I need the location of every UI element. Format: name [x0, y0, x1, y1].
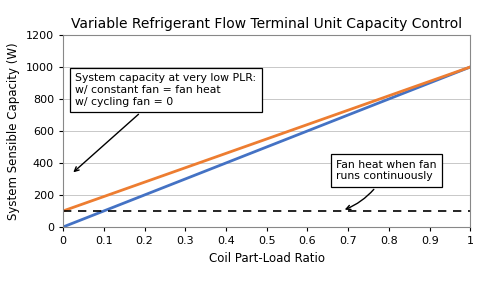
Legend: Cycling Fan Mode, Constant Fan Mode: Cycling Fan Mode, Constant Fan Mode: [106, 287, 426, 291]
Text: System capacity at very low PLR:
w/ constant fan = fan heat
w/ cycling fan = 0: System capacity at very low PLR: w/ cons…: [74, 73, 256, 171]
Title: Variable Refrigerant Flow Terminal Unit Capacity Control: Variable Refrigerant Flow Terminal Unit …: [71, 17, 461, 31]
X-axis label: Coil Part-Load Ratio: Coil Part-Load Ratio: [208, 251, 324, 265]
Text: Fan heat when fan
runs continuously: Fan heat when fan runs continuously: [335, 160, 436, 210]
Y-axis label: System Sensible Capacity (W): System Sensible Capacity (W): [7, 42, 20, 220]
